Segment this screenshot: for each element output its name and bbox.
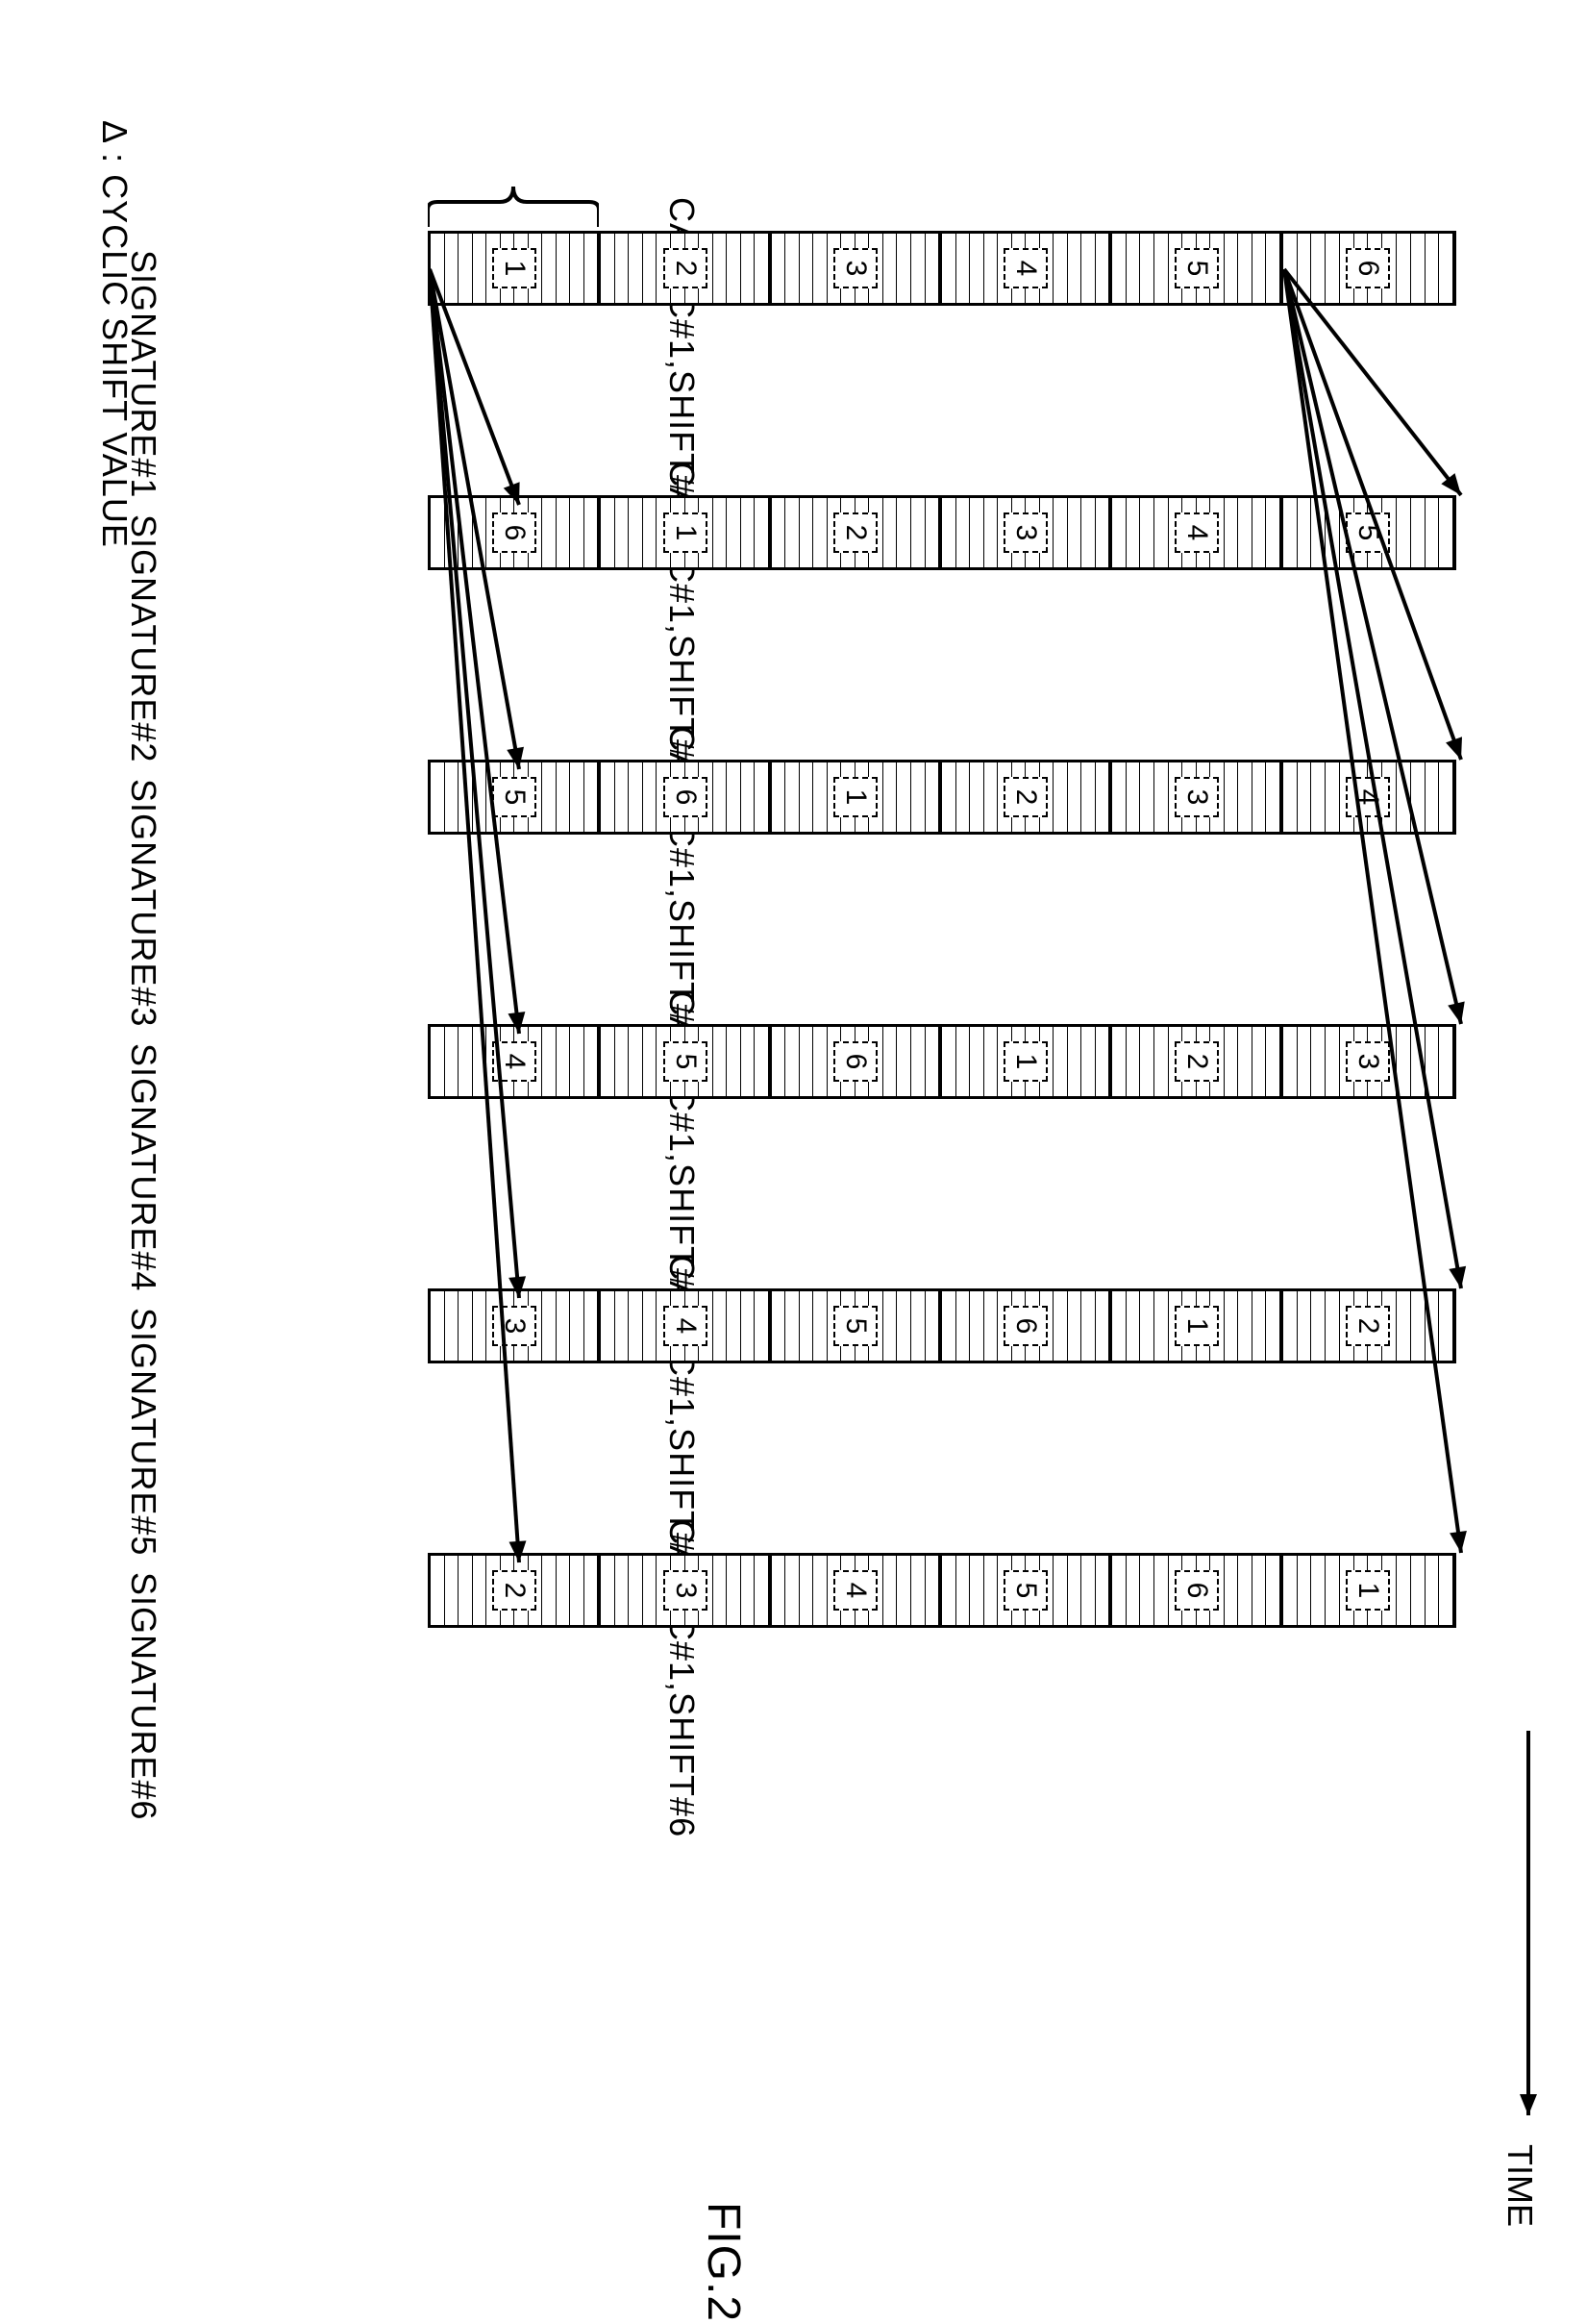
shift-arrow-left xyxy=(430,269,526,1298)
shift-arrow-right xyxy=(1284,269,1466,1288)
figure-page: Δ : CYCLIC SHIFT VALUE SIGNATURE#1CAZAC#… xyxy=(0,0,1587,2324)
shift-arrow-right xyxy=(1284,269,1462,760)
shift-arrow-left xyxy=(430,269,524,769)
time-axis-arrow xyxy=(1520,1731,1537,2115)
shift-arrow-left xyxy=(430,269,525,1034)
shift-arrow-right xyxy=(1284,269,1467,1553)
time-label: TIME xyxy=(1500,2144,1540,2227)
shift-arrow-left xyxy=(430,269,526,1562)
arrows-overlay xyxy=(0,0,1587,2324)
figure-caption: FIG.2 xyxy=(697,2202,750,2322)
